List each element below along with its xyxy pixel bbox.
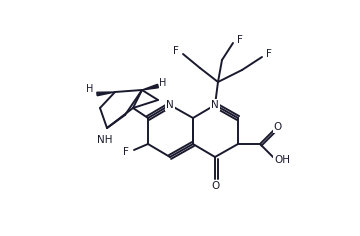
Polygon shape — [97, 92, 115, 96]
Text: N: N — [211, 100, 219, 110]
Polygon shape — [142, 84, 158, 90]
Text: OH: OH — [274, 155, 290, 165]
Text: H: H — [86, 84, 94, 94]
Text: O: O — [211, 181, 219, 191]
Text: NH: NH — [97, 135, 113, 145]
Text: F: F — [123, 147, 129, 157]
Text: F: F — [266, 49, 272, 59]
Text: N: N — [166, 100, 174, 110]
Text: O: O — [274, 122, 282, 132]
Text: F: F — [173, 46, 179, 56]
Text: F: F — [237, 35, 243, 45]
Text: H: H — [159, 78, 167, 88]
